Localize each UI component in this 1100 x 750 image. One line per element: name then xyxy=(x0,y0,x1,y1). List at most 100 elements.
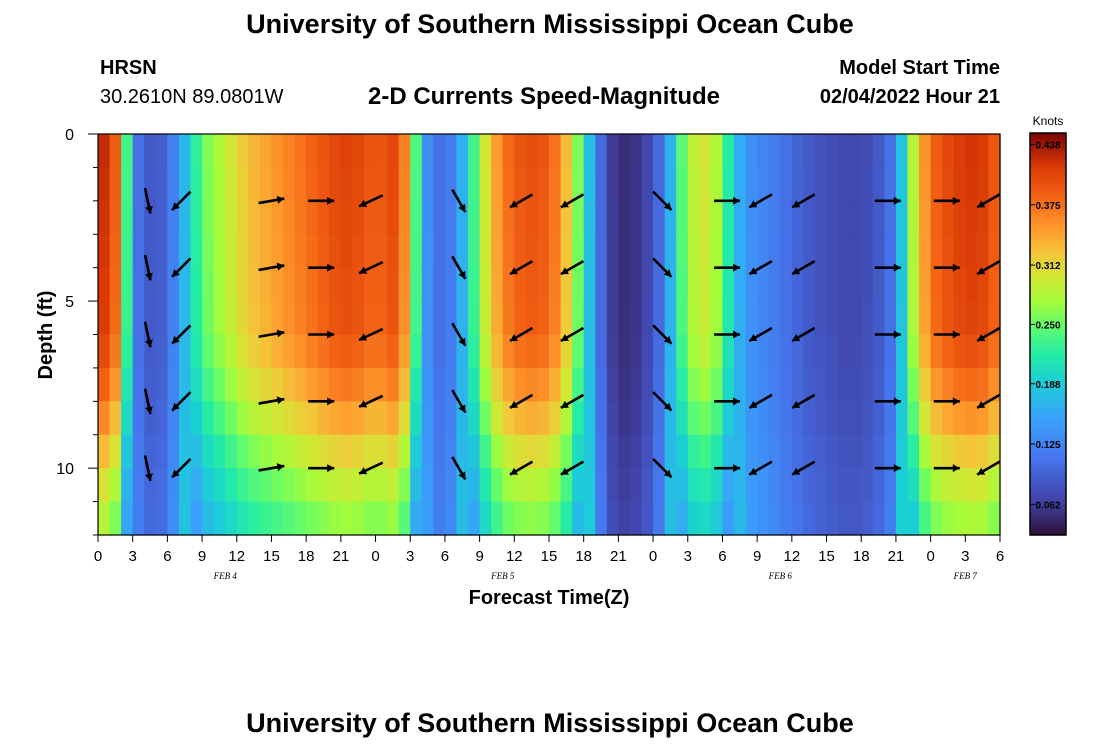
heatmap-cell xyxy=(456,134,469,169)
heatmap-cell xyxy=(479,434,492,469)
heatmap-cell xyxy=(329,501,342,536)
heatmap-cell xyxy=(595,501,608,536)
heatmap-cell xyxy=(791,234,805,269)
heatmap-cell xyxy=(121,367,134,402)
heatmap-cell xyxy=(236,267,249,302)
heatmap-cell xyxy=(329,334,342,369)
heatmap-cell xyxy=(699,367,712,402)
heatmap-cell xyxy=(398,367,411,402)
heatmap-cell xyxy=(734,334,747,369)
heatmap-cell xyxy=(479,267,492,302)
heatmap-cell xyxy=(236,167,249,202)
current-vector xyxy=(933,330,960,339)
heatmap-cell xyxy=(838,468,851,503)
heatmap-cell xyxy=(919,234,932,269)
heatmap-cell xyxy=(410,167,423,202)
heatmap-cell xyxy=(826,401,839,436)
heatmap-cell xyxy=(953,367,966,402)
x-tick-label: 21 xyxy=(333,548,350,565)
heatmap-cell xyxy=(144,267,157,302)
heatmap-cell xyxy=(572,434,585,469)
heatmap-cell xyxy=(884,134,897,169)
heatmap-cell xyxy=(132,134,145,169)
heatmap-cell xyxy=(352,401,365,436)
heatmap-cell xyxy=(676,501,689,536)
heatmap-cell xyxy=(491,301,504,336)
heatmap-cell xyxy=(479,301,492,336)
heatmap-cell xyxy=(340,267,354,302)
heatmap-cell xyxy=(629,134,643,169)
current-vector xyxy=(143,388,153,415)
heatmap-cell xyxy=(757,301,770,336)
heatmap-cell xyxy=(838,167,851,202)
y-tick-label: 5 xyxy=(65,294,74,311)
heatmap-cell xyxy=(641,468,654,503)
heatmap-cell xyxy=(363,167,377,202)
heatmap-cell xyxy=(121,334,134,369)
current-vector xyxy=(509,460,534,476)
heatmap-cell xyxy=(872,234,885,269)
heatmap-cell xyxy=(745,367,758,402)
heatmap-cell xyxy=(895,301,909,336)
heatmap-cell xyxy=(155,267,168,302)
heatmap-cell xyxy=(514,134,527,169)
heatmap-cell xyxy=(294,334,307,369)
heatmap-cell xyxy=(780,134,793,169)
heatmap-cell xyxy=(919,167,932,202)
heatmap-cell xyxy=(213,434,226,469)
heatmap-cell xyxy=(236,468,249,503)
heatmap-cell xyxy=(225,401,238,436)
heatmap-cell xyxy=(294,200,307,235)
x-tick-label: 12 xyxy=(228,548,245,565)
heatmap-cell xyxy=(699,167,712,202)
heatmap-cell xyxy=(167,434,180,469)
heatmap-cell xyxy=(202,301,215,336)
heatmap-cell xyxy=(271,234,284,269)
heatmap-cell xyxy=(953,301,966,336)
heatmap-cell xyxy=(433,167,446,202)
heatmap-cell xyxy=(988,434,1001,469)
heatmap-cell xyxy=(98,301,111,336)
heatmap-cell xyxy=(595,401,608,436)
heatmap-cell xyxy=(953,468,966,503)
heatmap-cell xyxy=(491,167,504,202)
heatmap-cell xyxy=(236,334,249,369)
heatmap-cell xyxy=(236,134,249,169)
heatmap-cell xyxy=(907,267,920,302)
heatmap-cell xyxy=(491,367,504,402)
heatmap-cell xyxy=(606,334,619,369)
heatmap-cell xyxy=(121,200,134,235)
heatmap-cell xyxy=(965,134,978,169)
current-vector xyxy=(258,195,285,205)
heatmap-cell xyxy=(410,468,423,503)
heatmap-cell xyxy=(583,301,596,336)
heatmap-cell xyxy=(375,267,388,302)
heatmap-cell xyxy=(375,401,388,436)
heatmap-cell xyxy=(363,501,377,536)
heatmap-cell xyxy=(768,301,781,336)
heatmap-cell xyxy=(456,401,469,436)
heatmap-cell xyxy=(965,234,978,269)
current-vector xyxy=(874,397,901,406)
current-vector xyxy=(560,193,585,209)
heatmap-cell xyxy=(98,234,111,269)
heatmap-cell xyxy=(121,501,134,536)
heatmap-cell xyxy=(167,367,180,402)
heatmap-cell xyxy=(433,334,446,369)
heatmap-cell xyxy=(560,367,573,402)
heatmap-cell xyxy=(768,367,781,402)
heatmap-cell xyxy=(814,468,828,503)
heatmap-cell xyxy=(976,501,990,536)
y-axis: 0 5 10 xyxy=(56,127,98,536)
heatmap-cell xyxy=(225,301,238,336)
heatmap-cell xyxy=(306,401,319,436)
heatmap-cell xyxy=(549,434,562,469)
heatmap-cell xyxy=(826,167,839,202)
heatmap-cell xyxy=(780,468,793,503)
heatmap-cell xyxy=(456,468,469,503)
heatmap-cell xyxy=(248,234,261,269)
heatmap-cell xyxy=(259,468,273,503)
heatmap-cell xyxy=(178,401,192,436)
heatmap-cell xyxy=(109,401,122,436)
heatmap-cell xyxy=(641,234,654,269)
